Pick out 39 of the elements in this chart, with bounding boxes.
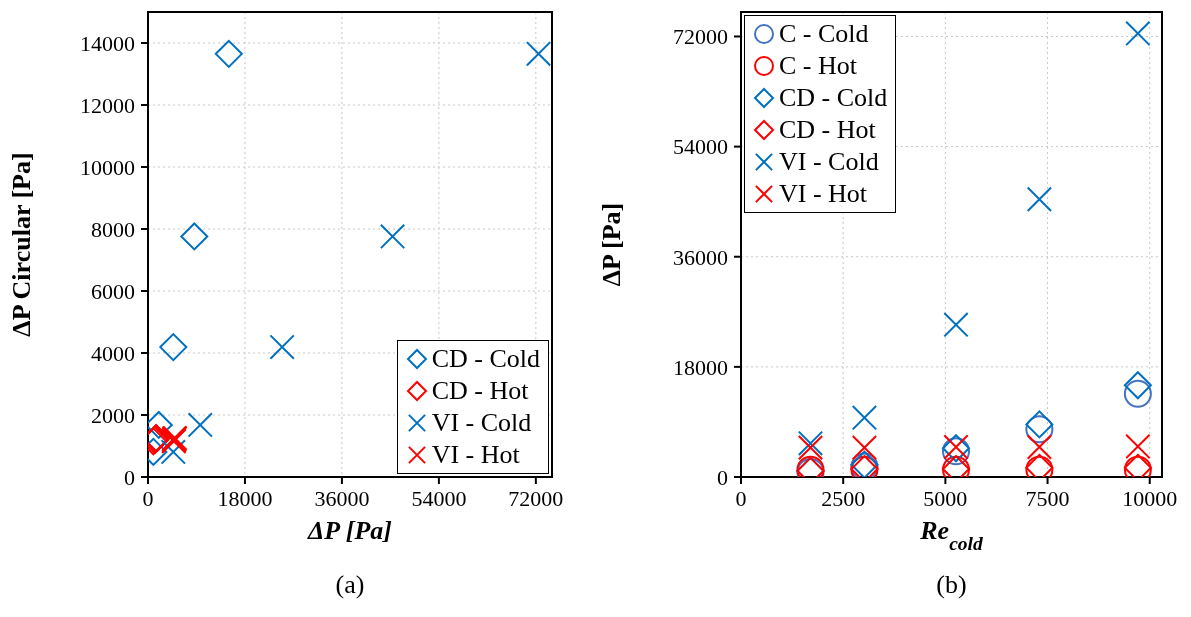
x-tick-label: 0 [142, 485, 154, 511]
legend-label: CD - Hot [779, 114, 876, 146]
x-tick-label: 5000 [923, 485, 968, 511]
y-tick-label: 18000 [673, 354, 728, 380]
legend-label: VI - Hot [431, 439, 520, 471]
x-tick-label: 10000 [1122, 485, 1178, 511]
legend-label: CD - Cold [431, 343, 540, 375]
x-tick-label: 72000 [508, 485, 564, 511]
y-tick-label: 10000 [80, 154, 135, 180]
text: (a) [334, 570, 366, 600]
x-axis-title: ΔP [Pa] [307, 516, 392, 545]
y-axis-title: ΔP [Pa] [597, 202, 626, 287]
y-tick-label: 6000 [91, 278, 135, 304]
x-tick-label: 36000 [314, 485, 370, 511]
legend-label: VI - Cold [431, 407, 532, 439]
text: (b) [935, 570, 968, 600]
legend-label: C - Hot [779, 50, 857, 82]
y-tick-label: 36000 [673, 244, 728, 270]
x-tick-label: 54000 [411, 485, 467, 511]
x-tick-label: 2500 [821, 485, 866, 511]
x-axis-title: Re$_{cold}$ [919, 516, 983, 554]
y-tick-label: 0 [717, 464, 728, 490]
y-tick-label: 4000 [91, 340, 135, 366]
legend-label: VI - Cold [779, 146, 879, 178]
y-tick-label: 72000 [673, 24, 728, 50]
y-tick-label: 2000 [91, 402, 135, 428]
x-tick-label: 18000 [217, 485, 273, 511]
x-tick-label: 7500 [1025, 485, 1070, 511]
legend-label: CD - Cold [779, 82, 888, 114]
y-tick-label: 54000 [673, 134, 728, 160]
legend-label: C - Cold [779, 18, 869, 50]
y-axis-title: ΔP Circular [Pa] [7, 152, 36, 337]
y-tick-label: 12000 [80, 92, 135, 118]
legend-label: CD - Hot [431, 375, 529, 407]
y-tick-label: 8000 [91, 216, 135, 242]
x-tick-label: 0 [735, 485, 747, 511]
y-tick-label: 14000 [80, 30, 135, 56]
y-tick-label: 0 [124, 464, 135, 490]
legend-label: VI - Hot [779, 178, 868, 210]
